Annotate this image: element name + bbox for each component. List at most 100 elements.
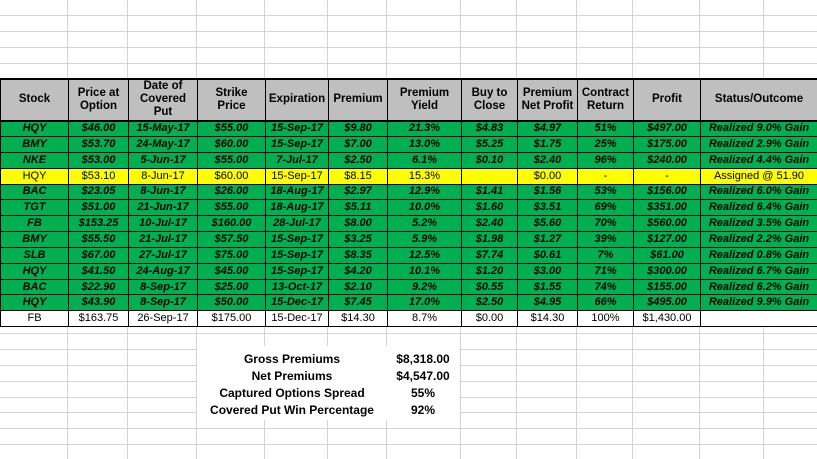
table-cell[interactable]: 25% [577,136,634,153]
summary-label[interactable]: Covered Put Win Percentage [210,403,374,418]
column-header[interactable]: Strike Price [197,78,266,122]
table-cell[interactable]: $351.00 [633,199,701,217]
table-cell[interactable]: 15.3% [387,167,462,185]
table-cell[interactable]: $57.50 [197,231,266,248]
table-cell[interactable]: $1.27 [517,231,578,248]
table-cell[interactable]: $175.00 [633,136,701,153]
table-cell[interactable]: Realized 6.4% Gain [700,199,817,217]
stock-cell[interactable]: HQY [0,120,69,137]
table-cell[interactable]: Realized 9.0% Gain [700,120,817,137]
stock-cell[interactable]: SLB [0,246,69,264]
table-cell[interactable]: 53% [577,183,634,201]
table-cell[interactable]: 10-Jul-17 [128,215,198,233]
table-cell[interactable]: 21-Jun-17 [128,199,198,217]
summary-value[interactable]: 55% [410,385,436,400]
table-cell[interactable]: 5-Jun-17 [128,151,198,169]
table-cell[interactable]: $1.41 [461,183,518,201]
table-cell[interactable]: 13.0% [387,136,462,153]
table-cell[interactable]: $53.70 [68,136,129,153]
table-cell[interactable]: $163.75 [68,310,129,328]
table-cell[interactable]: 96% [577,151,634,169]
table-cell[interactable]: Realized 6.2% Gain [700,278,817,296]
table-cell[interactable]: Realized 2.2% Gain [700,231,817,248]
table-cell[interactable]: $45.00 [197,262,266,280]
table-cell[interactable]: $240.00 [633,151,701,169]
table-cell[interactable]: 27-Jul-17 [128,246,198,264]
table-cell[interactable]: $43.90 [68,294,129,312]
table-cell[interactable]: $1,430.00 [633,310,701,328]
table-cell[interactable]: $7.74 [461,246,518,264]
table-cell[interactable]: $53.10 [68,167,129,185]
table-cell[interactable]: $300.00 [633,262,701,280]
table-cell[interactable]: 26-Sep-17 [128,310,198,328]
table-cell[interactable]: $127.00 [633,231,701,248]
column-header[interactable]: Buy to Close [461,78,518,122]
stock-cell[interactable]: FB [0,215,69,233]
table-cell[interactable]: $1.98 [461,231,518,248]
table-cell[interactable]: 15-Sep-17 [265,120,329,137]
table-cell[interactable]: 28-Jul-17 [265,215,329,233]
table-cell[interactable]: $155.00 [633,278,701,296]
table-cell[interactable]: $55.00 [197,199,266,217]
table-cell[interactable]: $3.51 [517,199,578,217]
table-cell[interactable]: $3.00 [517,262,578,280]
table-cell[interactable]: 5.9% [387,231,462,248]
table-cell[interactable]: $53.00 [68,151,129,169]
table-cell[interactable]: $25.00 [197,278,266,296]
table-cell[interactable]: 12.5% [387,246,462,264]
table-cell[interactable]: 10.0% [387,199,462,217]
table-cell[interactable]: $2.40 [517,151,578,169]
table-cell[interactable]: 5.2% [387,215,462,233]
column-header[interactable]: Premium Net Profit [517,78,578,122]
summary-label[interactable]: Captured Options Spread [219,385,365,400]
table-cell[interactable]: 21-Jul-17 [128,231,198,248]
table-cell[interactable]: $560.00 [633,215,701,233]
column-header[interactable]: Contract Return [577,78,634,122]
table-cell[interactable]: 21.3% [387,120,462,137]
table-cell[interactable]: 100% [577,310,634,328]
table-cell[interactable]: 8-Jun-17 [128,183,198,201]
table-cell[interactable]: $26.00 [197,183,266,201]
table-cell[interactable]: $60.00 [197,167,266,185]
table-cell[interactable]: 15-Sep-17 [265,231,329,248]
stock-cell[interactable]: FB [0,310,69,328]
table-cell[interactable]: $9.80 [328,120,388,137]
table-cell[interactable] [700,310,817,328]
table-cell[interactable]: $1.56 [517,183,578,201]
table-cell[interactable]: $14.30 [517,310,578,328]
table-cell[interactable]: 66% [577,294,634,312]
table-cell[interactable]: $51.00 [68,199,129,217]
table-cell[interactable]: Realized 3.5% Gain [700,215,817,233]
table-cell[interactable]: Realized 9.9% Gain [700,294,817,312]
table-cell[interactable]: 12.9% [387,183,462,201]
stock-cell[interactable]: HQY [0,262,69,280]
table-cell[interactable]: $4.95 [517,294,578,312]
table-cell[interactable]: 15-Dec-17 [265,310,329,328]
stock-cell[interactable]: TGT [0,199,69,217]
table-cell[interactable]: Realized 0.8% Gain [700,246,817,264]
table-cell[interactable]: $5.11 [328,199,388,217]
stock-cell[interactable]: BAC [0,278,69,296]
table-cell[interactable]: 15-May-17 [128,120,198,137]
table-cell[interactable]: 8-Jun-17 [128,167,198,185]
table-cell[interactable]: 6.1% [387,151,462,169]
column-header[interactable]: Date of Covered Put [128,78,198,122]
table-cell[interactable]: $1.60 [461,199,518,217]
table-cell[interactable]: $2.97 [328,183,388,201]
table-cell[interactable]: Assigned @ 51.90 [700,167,817,185]
table-cell[interactable]: 15-Dec-17 [265,294,329,312]
table-cell[interactable]: $8.00 [328,215,388,233]
table-cell[interactable]: 15-Sep-17 [265,167,329,185]
table-cell[interactable]: $5.25 [461,136,518,153]
stock-cell[interactable]: HQY [0,294,69,312]
table-cell[interactable]: $61.00 [633,246,701,264]
table-cell[interactable]: 15-Sep-17 [265,246,329,264]
table-cell[interactable]: 51% [577,120,634,137]
table-cell[interactable]: 9.2% [387,278,462,296]
table-cell[interactable]: 8-Sep-17 [128,278,198,296]
table-cell[interactable]: $5.60 [517,215,578,233]
table-cell[interactable]: $41.50 [68,262,129,280]
table-cell[interactable]: $0.00 [461,310,518,328]
table-cell[interactable]: $156.00 [633,183,701,201]
column-header[interactable]: Expiration [265,78,329,122]
